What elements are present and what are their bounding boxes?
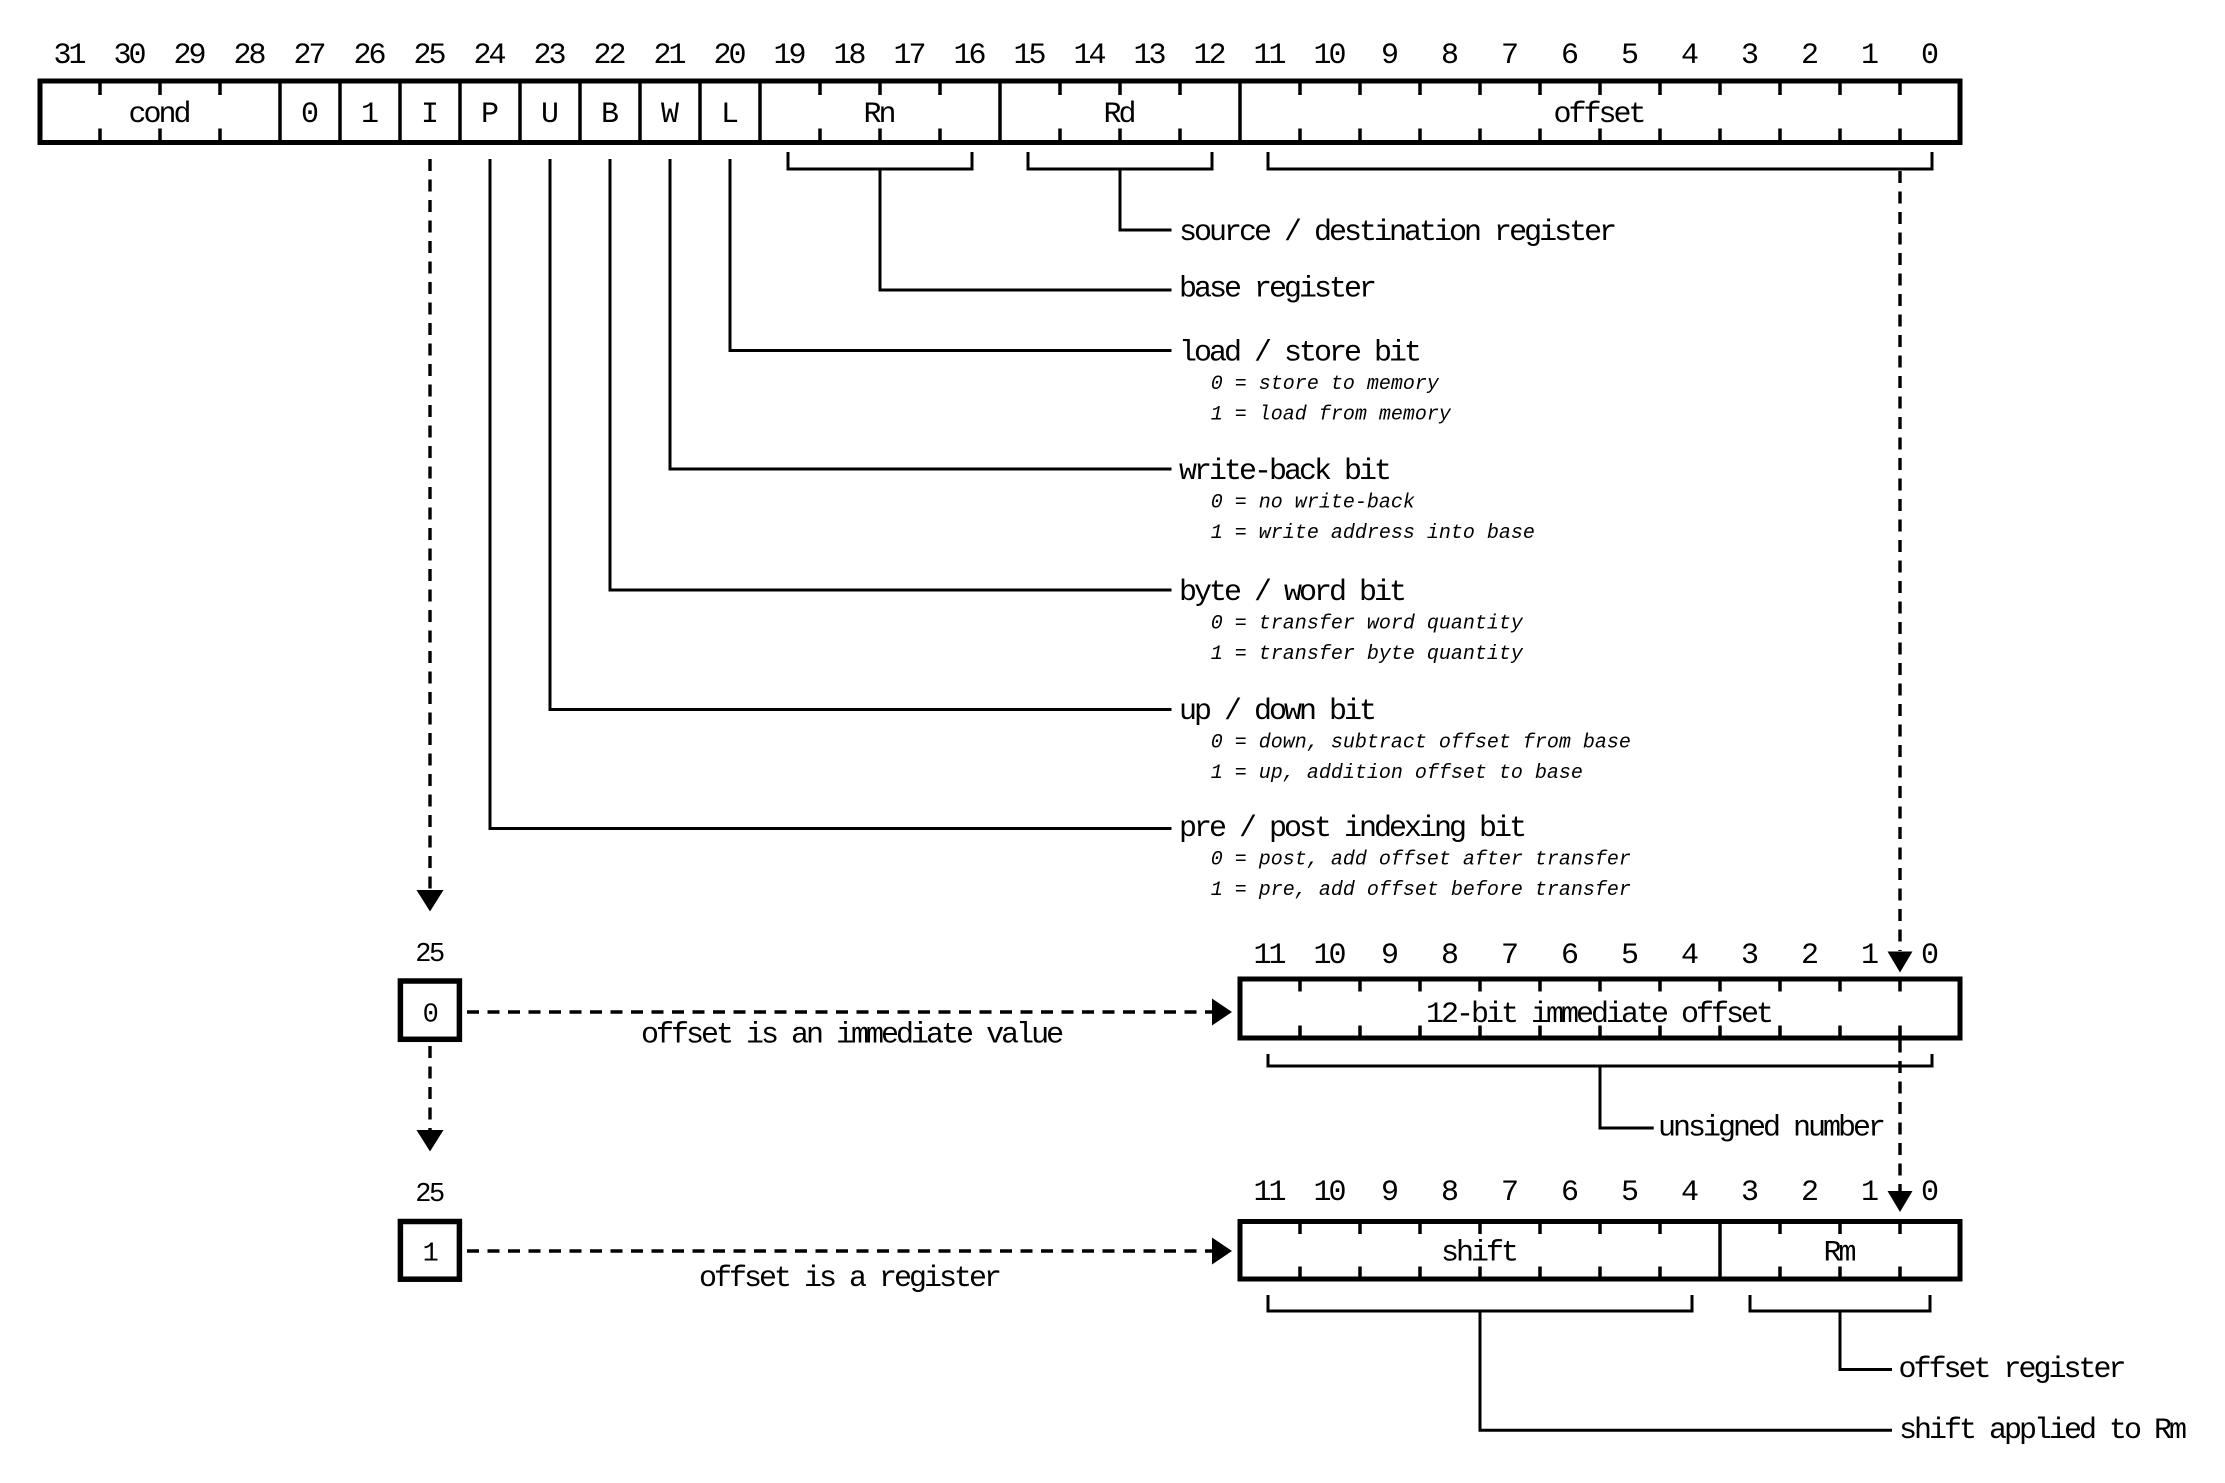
svg-text:2: 2 — [1801, 39, 1817, 73]
svg-text:28: 28 — [233, 39, 265, 73]
svg-text:0: 0 — [301, 98, 318, 132]
svg-text:offset: offset — [1553, 98, 1643, 132]
svg-text:25: 25 — [415, 940, 444, 970]
svg-text:10: 10 — [1313, 1176, 1345, 1210]
svg-text:13: 13 — [1133, 39, 1165, 73]
svg-text:offset is a register: offset is a register — [699, 1262, 1000, 1296]
svg-text:5: 5 — [1621, 939, 1638, 973]
svg-text:1 = transfer byte quantity: 1 = transfer byte quantity — [1211, 643, 1524, 666]
svg-text:5: 5 — [1621, 1176, 1638, 1210]
svg-text:15: 15 — [1013, 39, 1045, 73]
svg-text:6: 6 — [1561, 1176, 1578, 1210]
svg-text:7: 7 — [1501, 939, 1517, 973]
svg-text:pre / post indexing bit: pre / post indexing bit — [1179, 812, 1524, 846]
svg-text:11: 11 — [1253, 1176, 1285, 1210]
svg-text:L: L — [721, 98, 738, 132]
svg-text:shift: shift — [1441, 1237, 1516, 1271]
svg-text:unsigned number: unsigned number — [1658, 1112, 1884, 1146]
svg-text:1 = up, addition offset to bas: 1 = up, addition offset to base — [1211, 762, 1583, 785]
svg-text:31: 31 — [53, 39, 85, 73]
svg-text:1: 1 — [423, 1240, 438, 1270]
svg-text:0 = post, add offset after tra: 0 = post, add offset after transfer — [1211, 848, 1631, 871]
svg-text:8: 8 — [1441, 939, 1458, 973]
svg-text:P: P — [481, 98, 498, 132]
svg-text:up / down bit: up / down bit — [1179, 695, 1374, 729]
svg-text:I: I — [421, 98, 437, 132]
svg-text:0: 0 — [1921, 939, 1938, 973]
svg-text:9: 9 — [1381, 1176, 1397, 1210]
svg-text:2: 2 — [1801, 939, 1817, 973]
svg-text:write-back bit: write-back bit — [1179, 455, 1389, 489]
svg-text:27: 27 — [293, 39, 324, 73]
svg-text:25: 25 — [413, 39, 445, 73]
svg-text:B: B — [601, 98, 618, 132]
svg-text:8: 8 — [1441, 39, 1458, 73]
svg-text:12: 12 — [1193, 39, 1224, 73]
svg-text:Rn: Rn — [863, 98, 894, 132]
svg-text:shift applied to Rm: shift applied to Rm — [1899, 1414, 2186, 1448]
svg-text:8: 8 — [1441, 1176, 1458, 1210]
svg-text:0 = no write-back: 0 = no write-back — [1211, 492, 1415, 515]
svg-text:Rd: Rd — [1103, 98, 1134, 132]
svg-text:24: 24 — [473, 39, 505, 73]
svg-text:14: 14 — [1073, 39, 1105, 73]
svg-text:9: 9 — [1381, 39, 1397, 73]
svg-text:1: 1 — [1861, 939, 1878, 973]
svg-text:0: 0 — [1921, 39, 1938, 73]
svg-text:0: 0 — [423, 1001, 438, 1031]
svg-text:6: 6 — [1561, 39, 1578, 73]
svg-text:1 = pre, add offset before tra: 1 = pre, add offset before transfer — [1211, 879, 1631, 902]
svg-text:4: 4 — [1681, 1176, 1698, 1210]
svg-text:11: 11 — [1253, 939, 1285, 973]
svg-text:source / destination register: source / destination register — [1179, 216, 1615, 250]
svg-text:25: 25 — [415, 1180, 444, 1210]
svg-text:base register: base register — [1179, 273, 1375, 307]
svg-text:3: 3 — [1741, 1176, 1758, 1210]
svg-text:19: 19 — [773, 39, 804, 73]
svg-text:U: U — [541, 98, 557, 132]
svg-text:12-bit immediate offset: 12-bit immediate offset — [1426, 998, 1771, 1032]
svg-text:3: 3 — [1741, 39, 1758, 73]
svg-text:20: 20 — [713, 39, 745, 73]
svg-text:offset register: offset register — [1899, 1353, 2125, 1387]
svg-text:4: 4 — [1681, 939, 1698, 973]
svg-text:load / store bit: load / store bit — [1179, 337, 1419, 371]
svg-text:10: 10 — [1313, 939, 1345, 973]
svg-text:3: 3 — [1741, 939, 1758, 973]
svg-text:17: 17 — [893, 39, 924, 73]
svg-text:0 = transfer word quantity: 0 = transfer word quantity — [1211, 612, 1524, 635]
svg-text:4: 4 — [1681, 39, 1698, 73]
svg-text:30: 30 — [113, 39, 145, 73]
svg-text:Rm: Rm — [1823, 1237, 1855, 1271]
svg-text:1: 1 — [361, 98, 378, 132]
svg-text:6: 6 — [1561, 939, 1578, 973]
svg-text:26: 26 — [353, 39, 385, 73]
svg-text:5: 5 — [1621, 39, 1638, 73]
svg-text:22: 22 — [593, 39, 624, 73]
svg-text:0: 0 — [1921, 1176, 1938, 1210]
svg-text:7: 7 — [1501, 39, 1517, 73]
svg-text:offset is an immediate value: offset is an immediate value — [641, 1019, 1063, 1053]
svg-text:18: 18 — [833, 39, 865, 73]
svg-text:2: 2 — [1801, 1176, 1817, 1210]
svg-text:11: 11 — [1253, 39, 1285, 73]
svg-text:1 = load from memory: 1 = load from memory — [1211, 404, 1452, 427]
svg-text:23: 23 — [533, 39, 565, 73]
svg-text:9: 9 — [1381, 939, 1397, 973]
svg-text:1: 1 — [1861, 1176, 1878, 1210]
svg-text:7: 7 — [1501, 1176, 1517, 1210]
svg-text:16: 16 — [953, 39, 985, 73]
svg-text:1: 1 — [1861, 39, 1878, 73]
svg-text:10: 10 — [1313, 39, 1345, 73]
svg-text:21: 21 — [653, 39, 685, 73]
svg-text:0 = store to memory: 0 = store to memory — [1211, 373, 1440, 396]
svg-text:cond: cond — [128, 98, 189, 132]
svg-text:1 = write address into base: 1 = write address into base — [1211, 522, 1535, 545]
svg-text:byte / word bit: byte / word bit — [1179, 576, 1404, 610]
svg-text:29: 29 — [173, 39, 204, 73]
svg-text:0 = down, subtract offset from: 0 = down, subtract offset from base — [1211, 732, 1631, 755]
